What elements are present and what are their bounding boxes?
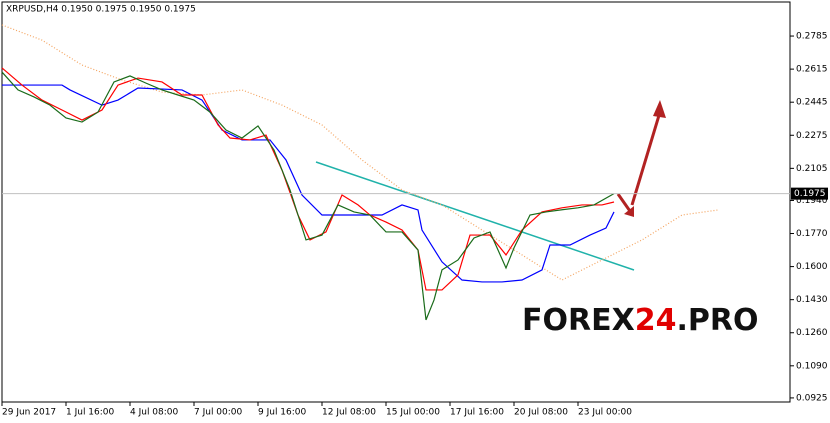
up-arrow [630, 111, 662, 206]
down-arrow-head [624, 206, 634, 217]
x-tick-label: 20 Jul 08:00 [514, 408, 568, 418]
y-tick-label: 0.1430 [796, 295, 828, 305]
price-box [791, 187, 828, 200]
x-tick-label: 1 Jul 16:00 [66, 408, 115, 418]
y-tick-label: 0.1770 [796, 229, 828, 239]
up-arrow-head [653, 100, 666, 118]
watermark-highlight: 24 [635, 303, 677, 338]
series-line [1, 24, 719, 281]
y-tick-label: 0.1940 [796, 196, 828, 206]
plot-frame [1, 1, 791, 403]
watermark: FOREX24.PRO [522, 303, 758, 338]
y-tick-label: 0.2105 [796, 164, 828, 174]
x-tick-label: 29 Jun 2017 [2, 408, 56, 418]
watermark-text: FOREX [522, 303, 635, 338]
y-tick-label: 0.1090 [796, 361, 828, 371]
y-tick-label: 0.2785 [796, 32, 828, 42]
svg-text:FOREX24.PRO: FOREX24.PRO [522, 303, 758, 338]
x-tick-label: 12 Jul 08:00 [322, 408, 376, 418]
price-label: 0.1975 [794, 189, 826, 199]
x-tick-label: 15 Jul 00:00 [386, 408, 440, 418]
x-tick-label: 23 Jul 00:00 [578, 408, 632, 418]
x-tick-label: 17 Jul 16:00 [450, 408, 504, 418]
y-tick-label: 0.1260 [796, 328, 828, 338]
series-line [1, 67, 615, 291]
y-tick-label: 0.2445 [796, 98, 828, 108]
y-tick-label: 0.2275 [796, 131, 828, 141]
series-line [1, 71, 615, 321]
series-line [2, 84, 615, 283]
x-tick-label: 7 Jul 00:00 [194, 408, 243, 418]
x-tick-label: 9 Jul 16:00 [258, 408, 307, 418]
y-tick-label: 0.1600 [796, 262, 828, 272]
y-tick-label: 0.2615 [796, 65, 828, 75]
x-tick-label: 4 Jul 08:00 [130, 408, 179, 418]
watermark-text: .PRO [676, 303, 758, 338]
chart-title: XRPUSD,H4 0.1950 0.1975 0.1950 0.1975 [6, 5, 196, 15]
trend-line [315, 161, 635, 271]
y-tick-label: 0.0925 [796, 393, 828, 403]
